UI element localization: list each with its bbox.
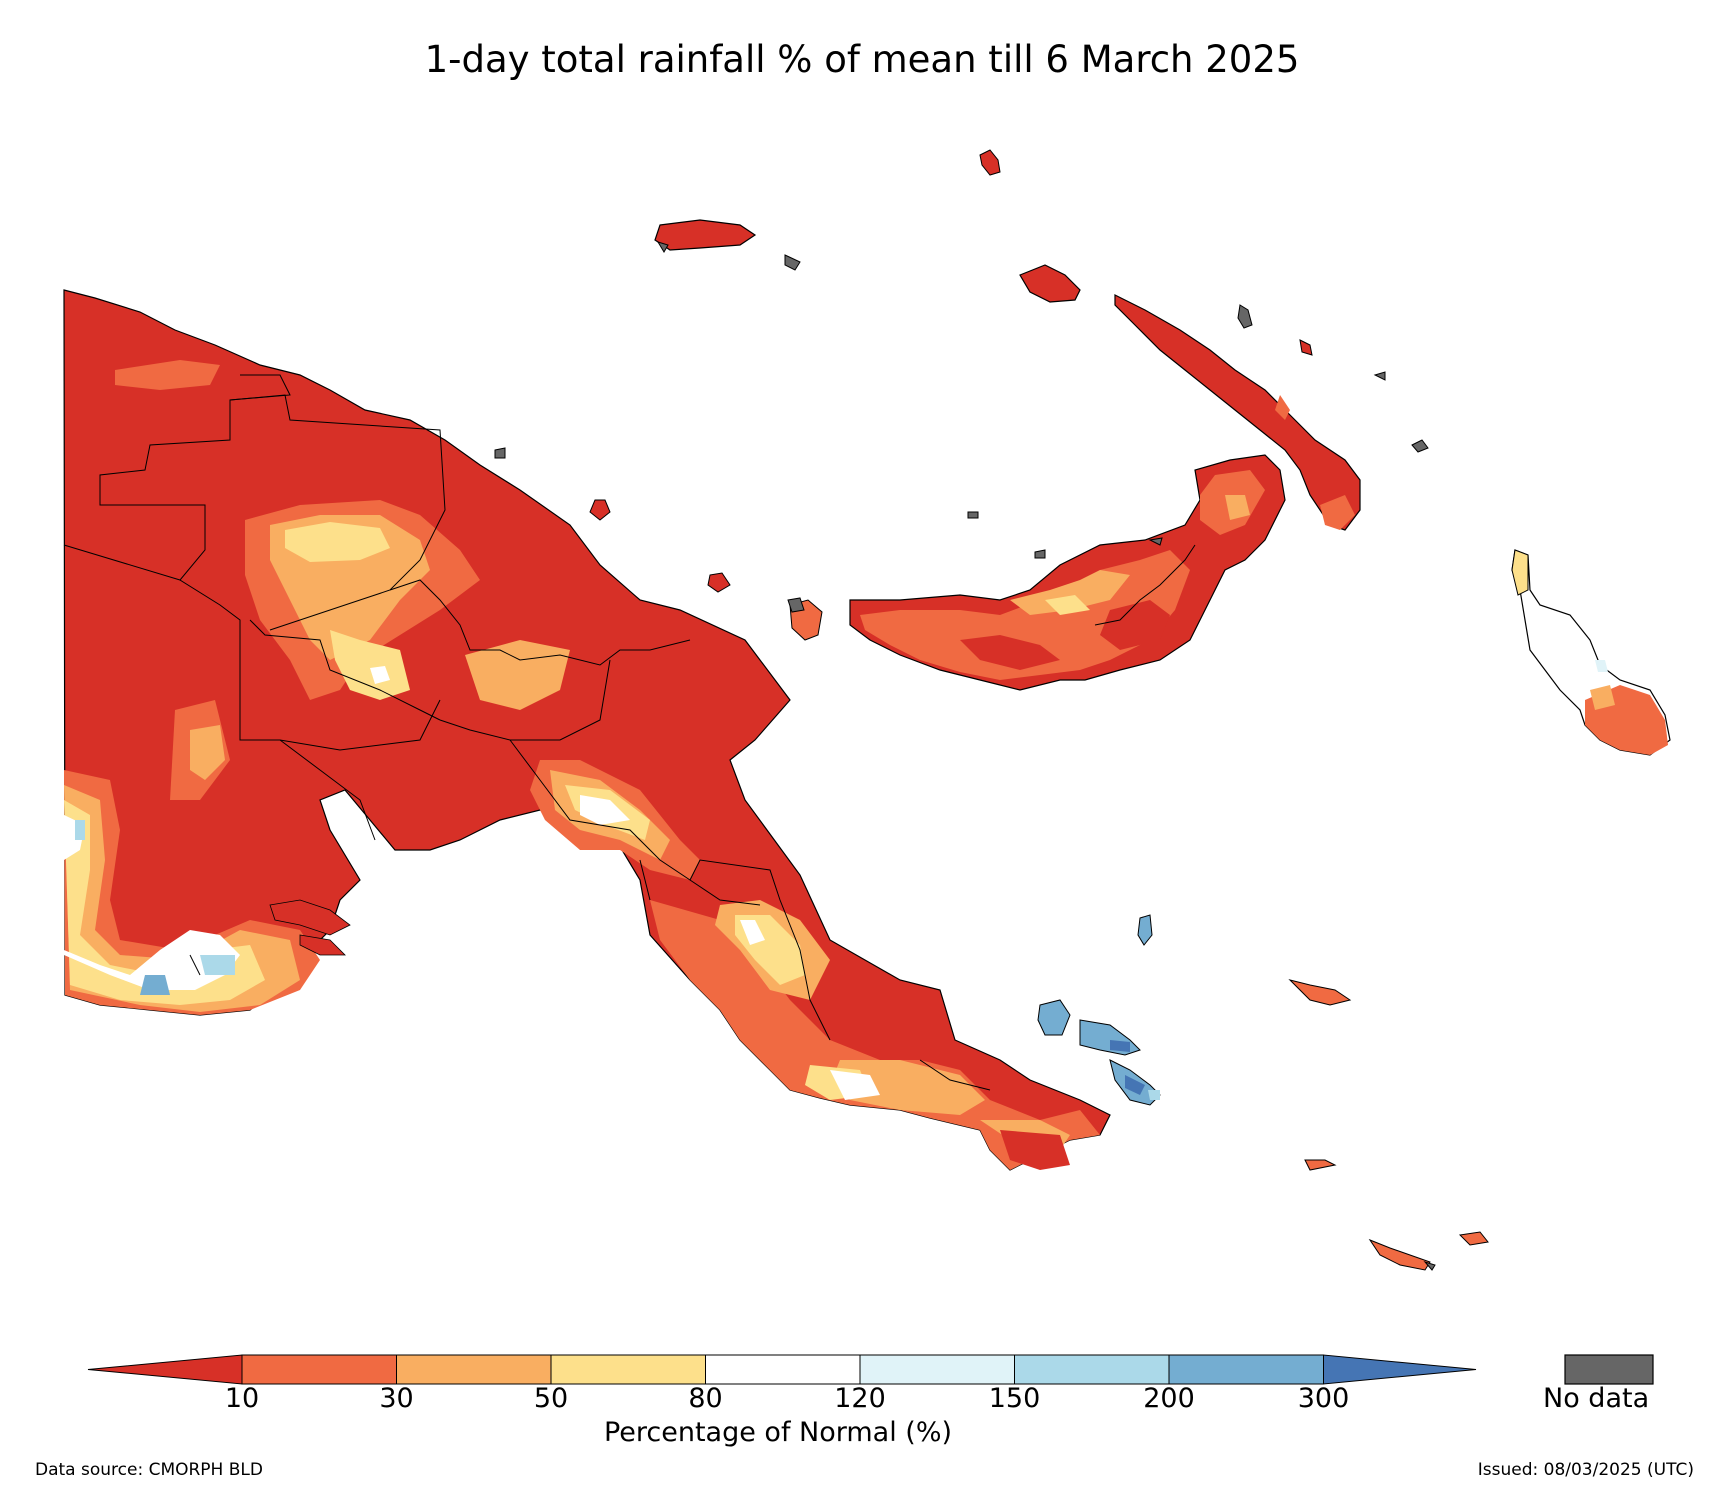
woodlark-island	[1288, 979, 1352, 1006]
colorbar-segment	[550, 1354, 706, 1385]
province-boundaries	[63, 374, 991, 1091]
colorbar-segment	[1014, 1354, 1170, 1385]
colorbar-tick-labels: 10 30 50 80 120 150 200 300	[0, 1383, 1724, 1423]
colorbar-segment	[859, 1354, 1015, 1385]
fly-delta-island	[269, 899, 351, 936]
colorbar-segment	[396, 1354, 552, 1385]
colorbar-tick-label: 30	[379, 1383, 414, 1414]
mainland	[63, 289, 1111, 1171]
manus-island	[654, 219, 757, 251]
no-data-label: No data	[1543, 1383, 1650, 1414]
colorbar-tick-label: 120	[834, 1383, 886, 1414]
colorbar-tick-label: 10	[224, 1383, 260, 1414]
colorbar-arrow-low	[87, 1354, 243, 1385]
colorbar-tick-label: 200	[1143, 1383, 1195, 1414]
mainland-band-orange	[115, 360, 220, 390]
new-ireland	[1114, 294, 1361, 531]
rossel-island	[1458, 1231, 1489, 1246]
colorbar-segment	[1168, 1354, 1324, 1385]
colorbar-tick-label: 300	[1297, 1383, 1350, 1414]
colorbar-tick-label: 50	[533, 1383, 569, 1414]
manus-nodata	[784, 254, 801, 271]
colorbar-tick-label: 80	[688, 1383, 723, 1414]
new-hanover	[1019, 264, 1081, 303]
data-source: Data source: CMORPH BLD	[35, 1460, 263, 1480]
colorbar	[87, 1354, 1477, 1385]
colorbar-tick-label: 150	[988, 1383, 1041, 1414]
colorbar-axis-label: Percentage of Normal (%)	[603, 1417, 953, 1448]
issued-date: Issued: 08/03/2025 (UTC)	[1477, 1460, 1694, 1480]
map-title: 1-day total rainfall % of mean till 6 Ma…	[424, 38, 1300, 81]
new-britain	[849, 454, 1286, 691]
colorbar-segment	[241, 1354, 397, 1385]
islet	[979, 149, 1001, 176]
colorbar-arrow-high	[1323, 1354, 1477, 1385]
goodenough-island	[1037, 999, 1071, 1036]
bougainville	[1511, 549, 1671, 756]
sudest-island	[1368, 1238, 1431, 1271]
colorbar-segment	[705, 1354, 861, 1385]
no-data-swatch	[1564, 1354, 1654, 1385]
trobriand-island	[1137, 914, 1153, 946]
